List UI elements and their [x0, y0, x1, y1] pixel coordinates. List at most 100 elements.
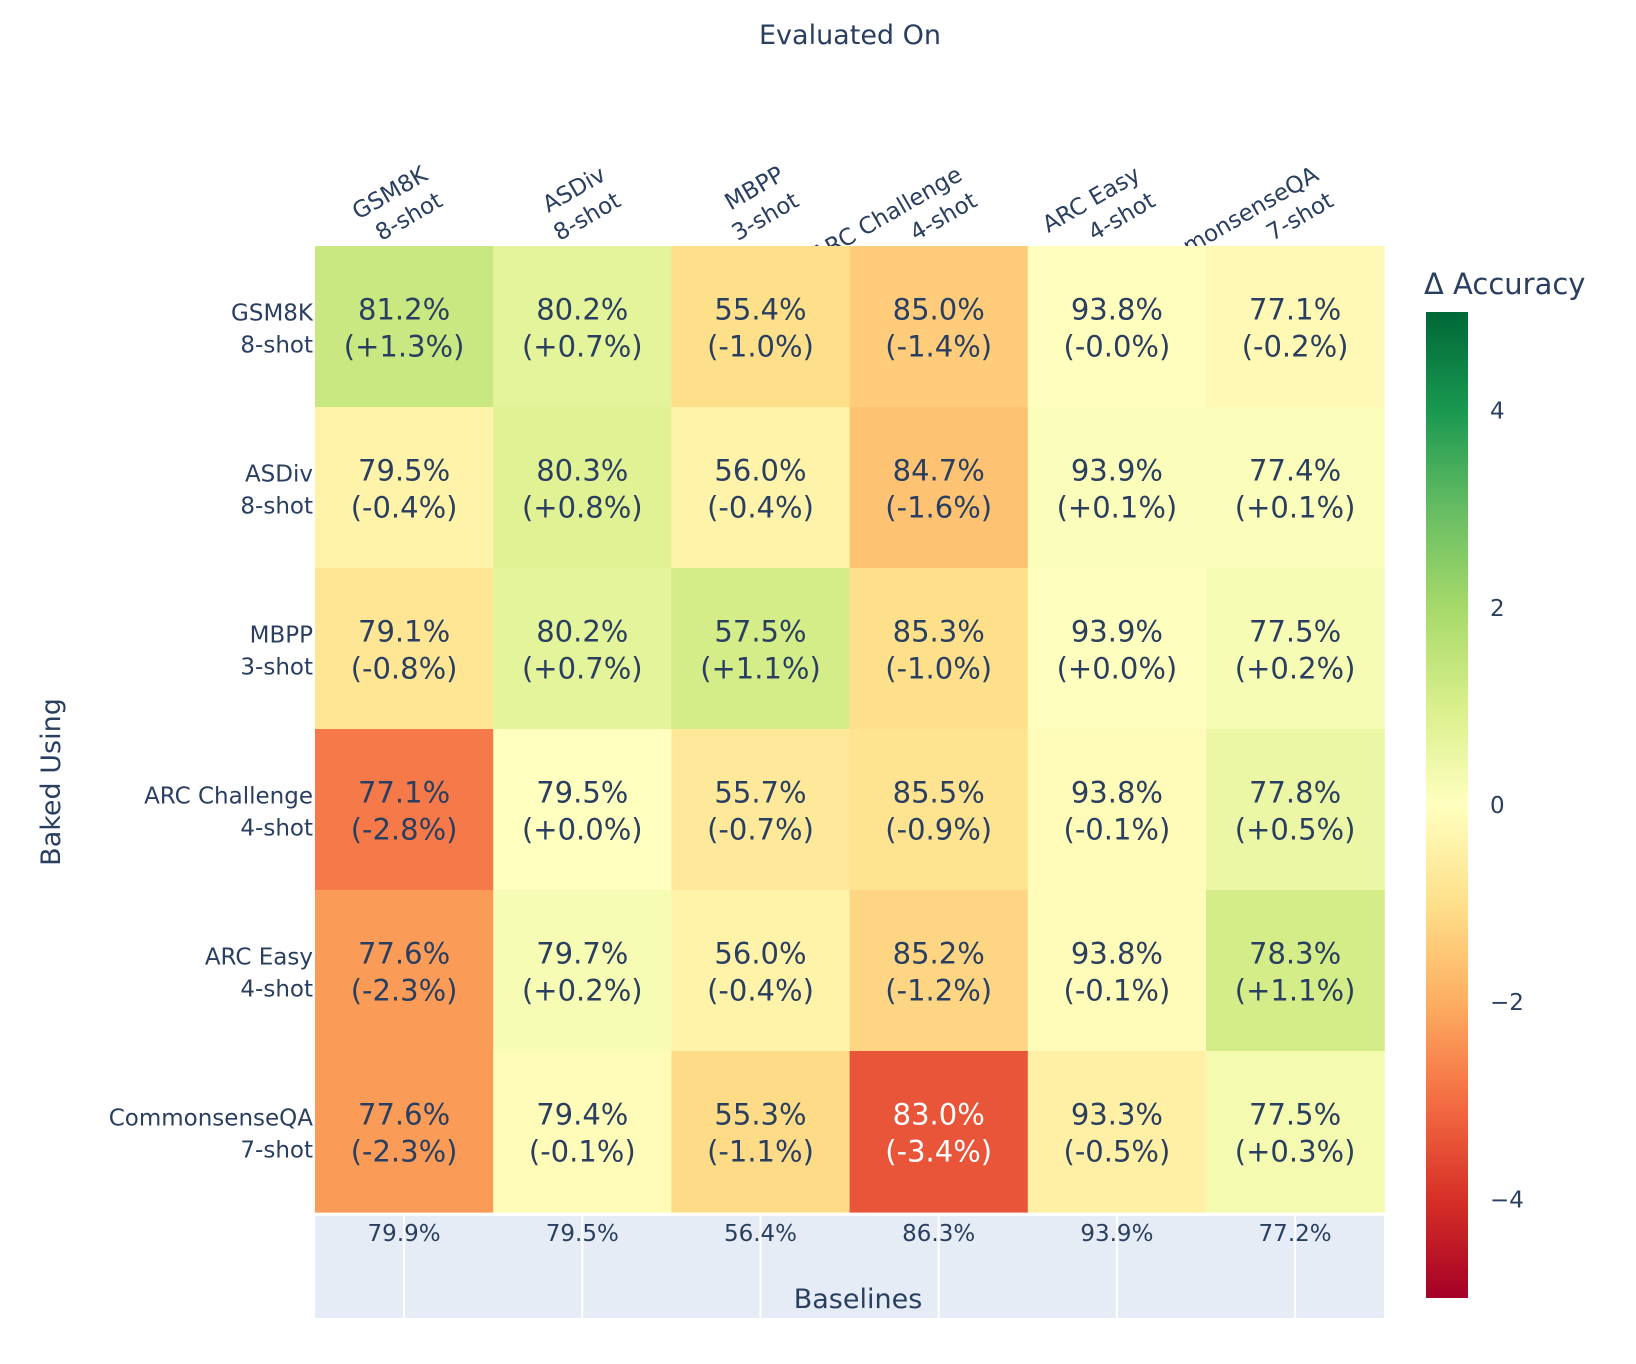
- cell-accuracy-label: 93.8%: [1071, 293, 1163, 327]
- colorbar-tick-label: −4: [1490, 1187, 1524, 1213]
- colorbar: Δ Accuracy 4 2 0 −2 −4: [1424, 267, 1585, 1298]
- heatmap-cell: [671, 407, 851, 569]
- baseline-value: 56.4%: [724, 1221, 797, 1247]
- cell-accuracy-label: 84.7%: [893, 454, 985, 488]
- heatmap-cell: [315, 729, 494, 891]
- baselines-panel: 79.9% 79.5% 56.4% 86.3% 93.9% 77.2% Baselines: [315, 1216, 1384, 1318]
- heatmap-cell: [849, 1051, 1029, 1213]
- baseline-value: 86.3%: [902, 1221, 975, 1247]
- heatmap-cell: [315, 890, 494, 1052]
- colorbar-tick-label: 4: [1490, 399, 1505, 425]
- cell-accuracy-label: 77.5%: [1249, 1098, 1341, 1132]
- cell-delta-label: (-0.5%): [1064, 1135, 1171, 1169]
- cell-delta-label: (-1.4%): [885, 330, 992, 364]
- cell-accuracy-label: 85.5%: [893, 776, 985, 810]
- cell-accuracy-label: 55.3%: [714, 1098, 806, 1132]
- heatmap-cell: [315, 1051, 494, 1213]
- heatmap-cell: [1206, 890, 1385, 1052]
- row-label-name: ASDiv: [245, 462, 313, 488]
- heatmap-cell: [671, 729, 851, 891]
- cell-delta-label: (-0.7%): [707, 813, 814, 847]
- cell-delta-label: (+0.0%): [522, 813, 643, 847]
- heatmap-cell: [1027, 407, 1207, 569]
- cell-delta-label: (-3.4%): [885, 1135, 992, 1169]
- cell-delta-label: (+0.3%): [1235, 1135, 1356, 1169]
- baselines-values: 79.9% 79.5% 56.4% 86.3% 93.9% 77.2%: [368, 1221, 1332, 1247]
- cell-delta-label: (+0.1%): [1057, 491, 1178, 525]
- heatmap-cell: [493, 1051, 672, 1213]
- heatmap-cell: [315, 568, 494, 730]
- heatmap-cell: [849, 407, 1029, 569]
- colorbar-tick-label: −2: [1490, 990, 1524, 1016]
- heatmap-cell: [849, 246, 1029, 408]
- row-label-name: GSM8K: [231, 301, 314, 327]
- cell-accuracy-label: 85.3%: [893, 615, 985, 649]
- heatmap-cell: [671, 246, 851, 408]
- cell-accuracy-label: 93.9%: [1071, 615, 1163, 649]
- heatmap-cell: [1206, 568, 1385, 730]
- row-label-shots: 7-shot: [240, 1138, 313, 1164]
- cell-accuracy-label: 77.1%: [1249, 293, 1341, 327]
- cell-delta-label: (-0.9%): [885, 813, 992, 847]
- heatmap-cell: [1027, 568, 1207, 730]
- heatmap-cells: 81.2%(+1.3%)80.2%(+0.7%)55.4%(-1.0%)85.0…: [315, 246, 1385, 1213]
- heatmap-cell: [1027, 729, 1207, 891]
- y-axis-title: Baked Using: [36, 698, 67, 866]
- baselines-gridlines: [403, 1216, 1297, 1318]
- cell-delta-label: (+0.1%): [1235, 491, 1356, 525]
- cell-accuracy-label: 57.5%: [714, 615, 806, 649]
- heatmap-cell: [1206, 246, 1385, 408]
- cell-accuracy-label: 55.7%: [714, 776, 806, 810]
- cell-accuracy-label: 78.3%: [1249, 937, 1341, 971]
- heatmap-cell: [671, 890, 851, 1052]
- cell-delta-label: (-1.1%): [707, 1135, 814, 1169]
- cell-delta-label: (-0.4%): [707, 974, 814, 1008]
- baseline-value: 93.9%: [1080, 1221, 1153, 1247]
- heatmap-cell: [493, 246, 672, 408]
- colorbar-title: Δ Accuracy: [1424, 267, 1585, 301]
- cell-accuracy-label: 79.4%: [536, 1098, 628, 1132]
- heatmap-cell: [493, 407, 672, 569]
- heatmap-cell: [849, 568, 1029, 730]
- cell-delta-label: (+0.2%): [522, 974, 643, 1008]
- cell-delta-label: (-0.2%): [1242, 330, 1349, 364]
- cell-delta-label: (+0.5%): [1235, 813, 1356, 847]
- row-label-shots: 4-shot: [240, 977, 313, 1003]
- row-label-name: CommonsenseQA: [109, 1106, 314, 1132]
- heatmap-cell: [1206, 1051, 1385, 1213]
- cell-delta-label: (-1.0%): [707, 330, 814, 364]
- cell-delta-label: (-0.1%): [529, 1135, 636, 1169]
- cell-delta-label: (+0.0%): [1057, 652, 1178, 686]
- row-label-name: ARC Easy: [205, 945, 313, 971]
- heatmap-cell: [671, 568, 851, 730]
- row-label-shots: 4-shot: [240, 816, 313, 842]
- cell-accuracy-label: 80.3%: [536, 454, 628, 488]
- heatmap-cell: [1206, 407, 1385, 569]
- baseline-value: 79.9%: [368, 1221, 441, 1247]
- baseline-value: 79.5%: [546, 1221, 619, 1247]
- cell-delta-label: (-2.3%): [351, 1135, 458, 1169]
- baselines-title: Baselines: [794, 1284, 923, 1315]
- cell-accuracy-label: 77.1%: [358, 776, 450, 810]
- cell-delta-label: (+1.1%): [700, 652, 821, 686]
- cell-accuracy-label: 93.8%: [1071, 937, 1163, 971]
- heatmap-cell: [315, 407, 494, 569]
- cell-accuracy-label: 77.8%: [1249, 776, 1341, 810]
- cell-delta-label: (-0.4%): [707, 491, 814, 525]
- cell-accuracy-label: 55.4%: [714, 293, 806, 327]
- heatmap-cell: [493, 729, 672, 891]
- row-label-shots: 8-shot: [240, 333, 313, 359]
- cell-accuracy-label: 85.0%: [893, 293, 985, 327]
- colorbar-tick-label: 0: [1490, 793, 1505, 819]
- cell-delta-label: (+0.7%): [522, 330, 643, 364]
- cell-accuracy-label: 56.0%: [714, 937, 806, 971]
- row-label-name: MBPP: [250, 623, 313, 649]
- cell-delta-label: (-2.3%): [351, 974, 458, 1008]
- cell-delta-label: (-2.8%): [351, 813, 458, 847]
- cell-delta-label: (-1.6%): [885, 491, 992, 525]
- cell-accuracy-label: 79.5%: [358, 454, 450, 488]
- cell-delta-label: (-0.4%): [351, 491, 458, 525]
- cell-accuracy-label: 79.7%: [536, 937, 628, 971]
